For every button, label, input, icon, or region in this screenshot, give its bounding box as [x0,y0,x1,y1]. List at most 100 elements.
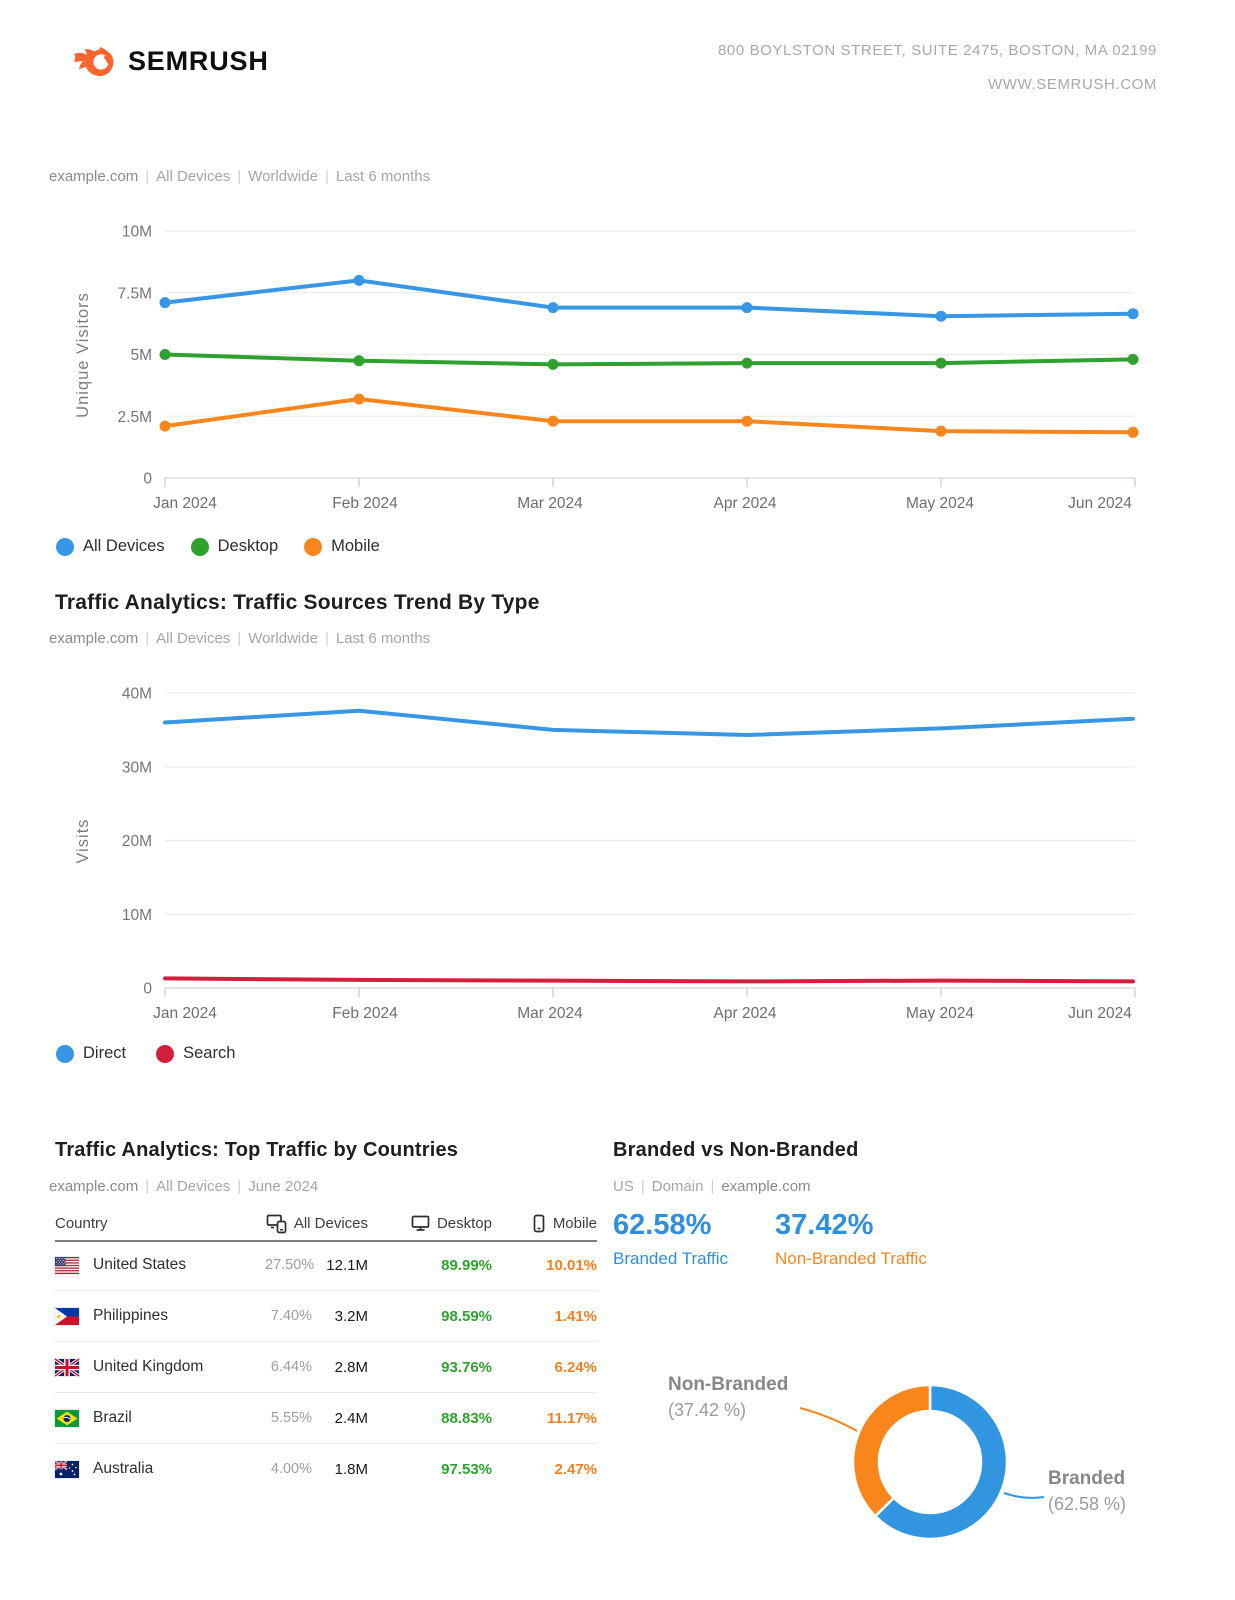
x-axis-tick-label: Apr 2024 [714,1005,777,1022]
branded-traffic-label: Branded Traffic [613,1249,728,1268]
br-flag-icon [55,1409,79,1427]
series-line-mobile [163,397,1135,435]
x-axis-tick-label: Feb 2024 [332,1005,398,1022]
legend-item-mobile: Mobile [304,537,380,556]
address-line-2: WWW.SEMRUSH.COM [988,76,1157,93]
y-axis-title: Visits [74,818,92,863]
legend-label: Mobile [331,537,380,555]
all-devices-visits-cell: 1.8M [334,1460,368,1478]
country-name: United States [93,1256,187,1273]
country-name: Philippines [93,1307,168,1324]
all-devices-visits-cell: 3.2M [334,1307,368,1325]
all-devices-icon [266,1214,287,1233]
data-point [1127,308,1139,320]
x-axis-tick-label: Feb 2024 [332,495,398,512]
subtitle-part: Last 6 months [335,630,431,647]
y-axis-tick-label: 0 [143,981,152,998]
legend-label: All Devices [83,537,165,555]
data-point [1127,426,1139,438]
all-devices-share-cell: 5.55% [270,1410,312,1426]
table-row-br: Brazil 5.55% 2.4M 88.83% 11.17% [55,1393,597,1444]
data-point [741,357,753,369]
data-point [353,355,365,367]
all-devices-share-cell: 4.00% [270,1461,312,1477]
legend-item-desktop: Desktop [190,537,278,556]
subtitle-separator: | [237,1178,242,1195]
desktop-share-cell: 97.53% [441,1460,492,1478]
logo-wordmark: SEMRUSH [128,45,269,76]
data-point [741,415,753,427]
branded-connector-line [1003,1492,1045,1499]
all-devices-share-cell: 6.44% [270,1359,312,1375]
mobile-share-cell: 11.17% [546,1409,597,1427]
subtitle-separator: | [710,1178,715,1195]
subtitle-part: example.com [49,630,139,647]
column-header-mobile: Mobile [492,1214,597,1233]
series-line-search [163,976,1135,984]
x-axis-tick-label: May 2024 [906,495,974,512]
data-point [1127,353,1139,365]
country-name: United Kingdom [93,1358,204,1375]
non-branded-traffic-label: Non-Branded Traffic [775,1249,927,1268]
y-axis-tick-label: 20M [122,833,152,850]
visitors-chart-subtitle: example.com | All Devices | Worldwide | Last 6… [49,168,430,185]
column-header-all-devices-label: All Devices [293,1214,368,1232]
y-axis-tick-label: 5M [130,347,152,364]
legend-item-direct: Direct [56,1044,126,1063]
countries-section-title: Traffic Analytics: Top Traffic by Countr… [55,1139,459,1161]
subtitle-part: All Devices [156,1178,231,1195]
countries-table-header: Country All Devices Desktop Mobile [55,1206,597,1242]
subtitle-separator: | [237,630,242,647]
x-axis-tick-label: Mar 2024 [517,1005,583,1022]
desktop-share-cell: 89.99% [441,1256,492,1274]
country-cell: United States [55,1256,265,1274]
x-axis-tick-label: Jan 2024 [153,1005,217,1022]
all-devices-visits-cell: 2.8M [334,1358,368,1376]
data-point [935,425,947,437]
countries-table-subtitle: example.com | All Devices | June 2024 [49,1178,318,1195]
semrush-logo: SEMRUSH [72,40,269,82]
data-point [353,393,365,405]
legend-label: Search [183,1044,236,1062]
legend-label: Direct [83,1044,127,1062]
legend-color-dot [56,1044,74,1063]
data-point [935,357,947,369]
y-axis-tick-label: 2.5M [118,409,152,426]
desktop-monitor-icon [411,1214,430,1232]
unique-visitors-line-chart: 0 2.5M 5M 7.5M 10M Jan 2024 Feb 2024 Mar 2024 Ap… [74,224,1139,512]
company-address: 800 BOYLSTON STREET, SUITE 2475, BOSTON,… [718,34,1157,102]
all-devices-share-cell: 27.50% [265,1257,315,1273]
subtitle-separator: | [640,1178,645,1195]
donut-slice-non-branded [851,1383,932,1518]
subtitle-separator: | [324,630,329,647]
country-cell: Australia [54,1459,265,1478]
column-header-country: Country [55,1214,108,1232]
country-cell: United Kingdom [54,1357,265,1377]
y-axis-tick-label: 40M [122,686,152,703]
branded-section-title: Branded vs Non-Branded [613,1139,859,1161]
x-axis-tick-label: May 2024 [906,1005,974,1022]
branded-callout-value: (62.58 %) [1048,1493,1127,1514]
subtitle-part: Worldwide [248,630,318,647]
data-point [935,310,947,322]
subtitle-part: Last 6 months [335,168,431,185]
data-point [159,297,171,309]
table-row-us: United States 27.50% 12.1M 89.99% 10.01% [55,1240,597,1291]
semrush-flame-icon [72,40,118,82]
data-point [547,302,559,314]
country-cell: Philippines [55,1307,265,1325]
branded-callout: Branded (62.58 %) [1048,1466,1126,1516]
sources-chart-subtitle: example.com | All Devices | Worldwide | Last 6… [49,630,430,647]
subtitle-part: All Devices [156,630,231,647]
all-devices-share-cell: 7.40% [270,1308,312,1324]
visitors-chart-legend: All Devices Desktop Mobile [56,537,380,556]
legend-color-dot [156,1044,175,1063]
y-axis-tick-label: 0 [143,471,152,488]
column-header-mobile-label: Mobile [552,1214,597,1232]
ph-flag-icon [55,1307,79,1325]
subtitle-part: All Devices [156,168,231,185]
non-branded-callout-value: (37.42 %) [668,1399,747,1420]
column-header-desktop-label: Desktop [436,1214,492,1232]
subtitle-part: Worldwide [248,168,318,185]
